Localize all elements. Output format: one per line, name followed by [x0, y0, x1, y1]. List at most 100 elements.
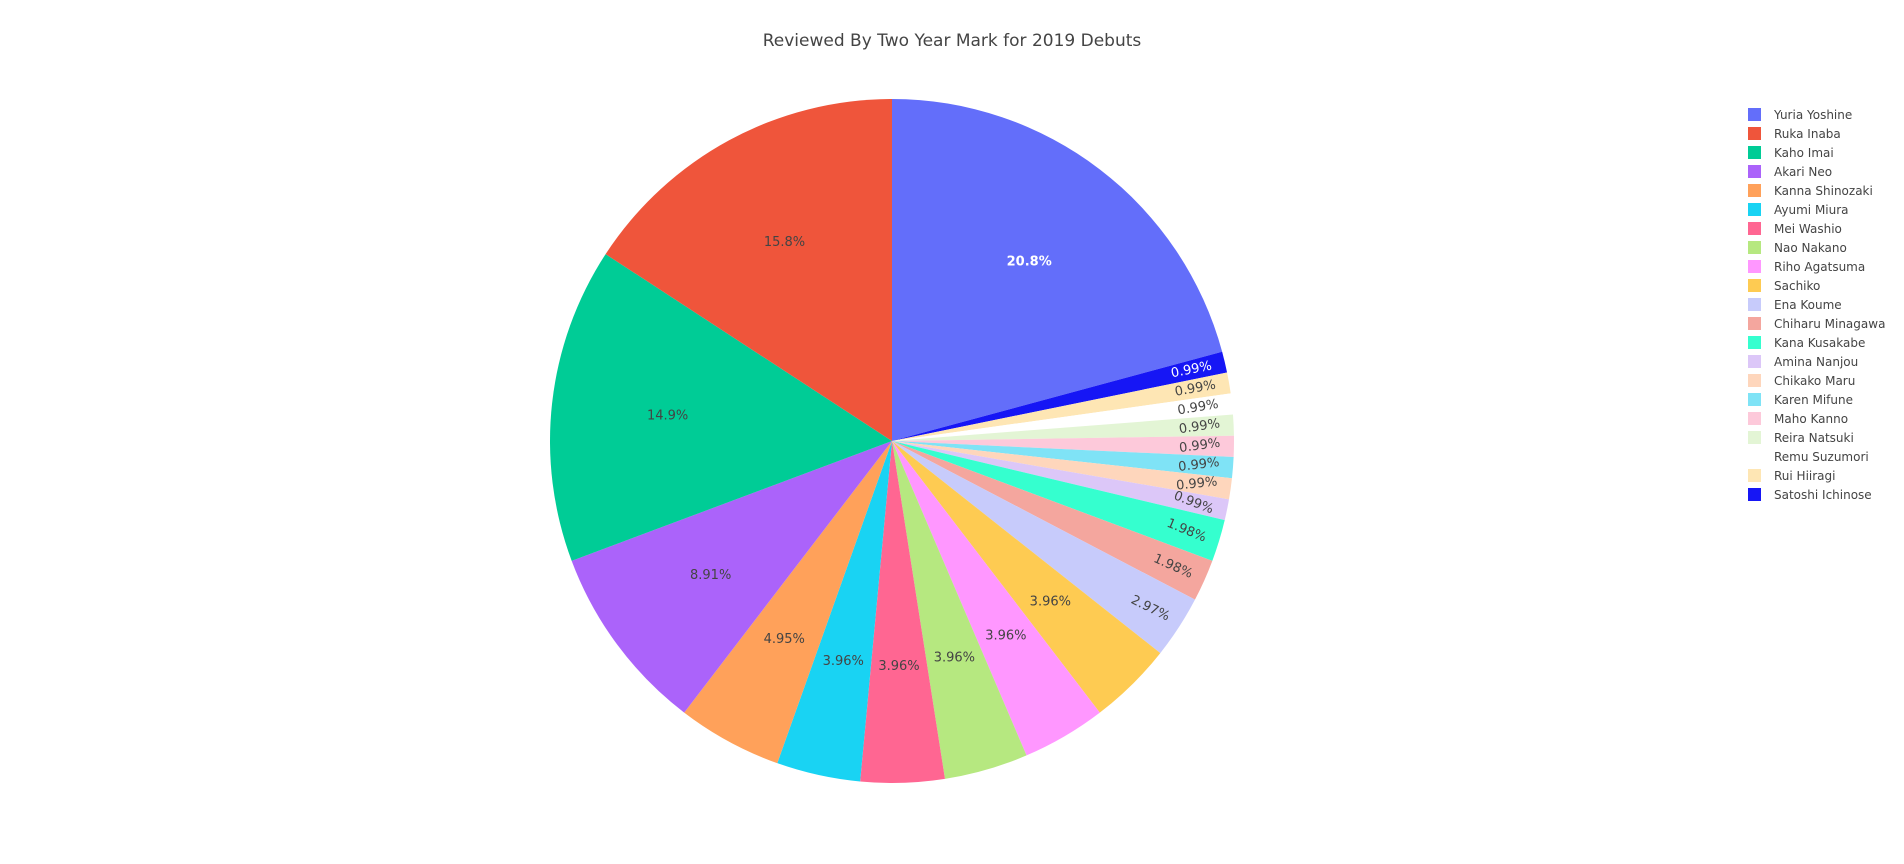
legend-swatch [1748, 260, 1761, 273]
legend-swatch [1748, 469, 1761, 482]
slice-label: 3.96% [985, 628, 1026, 643]
legend-item[interactable]: Nao Nakano [1748, 238, 1885, 257]
legend-swatch [1748, 279, 1761, 292]
legend-swatch [1748, 241, 1761, 254]
legend-swatch [1748, 374, 1761, 387]
pie-slice-chikako-maru[interactable] [892, 441, 1232, 500]
slice-label: 0.99% [1176, 397, 1219, 419]
legend: Yuria Yoshine Ruka Inaba Kaho Imai Akari Ne… [1748, 105, 1885, 504]
legend-item[interactable]: Sachiko [1748, 276, 1885, 295]
legend-label: Rui Hiiragi [1774, 468, 1836, 483]
legend-item[interactable]: Kana Kusakabe [1748, 333, 1885, 352]
legend-swatch [1748, 184, 1761, 197]
legend-label: Nao Nakano [1774, 240, 1847, 255]
legend-item[interactable]: Kanna Shinozaki [1748, 181, 1885, 200]
pie-slice-nao-nakano[interactable] [892, 441, 1027, 779]
legend-item[interactable]: Karen Mifune [1748, 390, 1885, 409]
legend-label: Reira Natsuki [1774, 430, 1854, 445]
legend-label: Kaho Imai [1774, 145, 1834, 160]
pie-slice-sachiko[interactable] [892, 441, 1161, 713]
slice-label: 8.91% [690, 568, 731, 583]
legend-label: Chiharu Minagawa [1774, 316, 1886, 331]
slice-label: 20.8% [1007, 254, 1052, 269]
legend-item[interactable]: Remu Suzumori [1748, 447, 1885, 466]
legend-item[interactable]: Mei Washio [1748, 219, 1885, 238]
slice-label: 4.95% [764, 632, 805, 647]
legend-item[interactable]: Riho Agatsuma [1748, 257, 1885, 276]
legend-swatch [1748, 336, 1761, 349]
legend-swatch [1748, 165, 1761, 178]
slice-label: 3.96% [934, 650, 975, 665]
legend-swatch [1748, 203, 1761, 216]
pie-slice-maho-kanno[interactable] [892, 435, 1234, 458]
legend-label: Kana Kusakabe [1774, 335, 1866, 350]
legend-swatch [1748, 317, 1761, 330]
pie-slice-ruka-inaba[interactable] [605, 99, 892, 441]
pie-slice-ena-koume[interactable] [892, 441, 1195, 654]
legend-item[interactable]: Maho Kanno [1748, 409, 1885, 428]
legend-item[interactable]: Ruka Inaba [1748, 124, 1885, 143]
legend-swatch [1748, 222, 1761, 235]
legend-swatch [1748, 146, 1761, 159]
pie-slice-riho-agatsuma[interactable] [892, 441, 1100, 756]
legend-item[interactable]: Yuria Yoshine [1748, 105, 1885, 124]
pie-slice-kana-kusakabe[interactable] [892, 441, 1225, 561]
pie-slice-reira-natsuki[interactable] [892, 414, 1234, 441]
pie-slice-kanna-shinozaki[interactable] [684, 441, 892, 764]
legend-swatch [1748, 108, 1761, 121]
legend-label: Mei Washio [1774, 221, 1842, 236]
slice-label: 0.99% [1174, 378, 1217, 400]
legend-swatch [1748, 412, 1761, 425]
legend-swatch [1748, 298, 1761, 311]
slice-label: 3.96% [1030, 594, 1071, 609]
legend-label: Ruka Inaba [1774, 126, 1841, 141]
chart-title: Reviewed By Two Year Mark for 2019 Debut… [762, 31, 1142, 51]
legend-item[interactable]: Kaho Imai [1748, 143, 1885, 162]
pie-slice-satoshi-ichinose[interactable] [892, 351, 1228, 441]
legend-item[interactable]: Satoshi Ichinose [1748, 485, 1885, 504]
legend-label: Maho Kanno [1774, 411, 1849, 426]
pie-slice-kaho-imai[interactable] [550, 254, 892, 561]
legend-label: Yuria Yoshine [1774, 107, 1853, 122]
slice-label: 14.9% [647, 409, 688, 424]
legend-swatch [1748, 450, 1761, 463]
legend-label: Kanna Shinozaki [1774, 183, 1873, 198]
legend-label: Satoshi Ichinose [1774, 487, 1872, 502]
slice-label: 0.99% [1175, 474, 1218, 493]
pie-slice-chiharu-minagawa[interactable] [892, 441, 1213, 600]
legend-swatch [1748, 488, 1761, 501]
legend-item[interactable]: Rui Hiiragi [1748, 466, 1885, 485]
legend-label: Sachiko [1774, 278, 1821, 293]
legend-item[interactable]: Amina Nanjou [1748, 352, 1885, 371]
legend-label: Akari Neo [1774, 164, 1833, 179]
slice-label: 15.8% [764, 235, 805, 250]
pie-slice-akari-neo[interactable] [571, 441, 892, 713]
legend-item[interactable]: Ayumi Miura [1748, 200, 1885, 219]
legend-label: Remu Suzumori [1774, 449, 1869, 464]
legend-item[interactable]: Chikako Maru [1748, 371, 1885, 390]
legend-label: Amina Nanjou [1774, 354, 1859, 369]
pie-slice-remu-suzumori[interactable] [892, 393, 1233, 441]
legend-label: Ayumi Miura [1774, 202, 1849, 217]
legend-item[interactable]: Chiharu Minagawa [1748, 314, 1885, 333]
slice-label: 0.99% [1178, 416, 1221, 437]
legend-item[interactable]: Akari Neo [1748, 162, 1885, 181]
legend-swatch [1748, 393, 1761, 406]
legend-label: Chikako Maru [1774, 373, 1856, 388]
slice-label: 3.96% [878, 659, 919, 674]
pie-slice-karen-mifune[interactable] [892, 441, 1234, 479]
pie-slice-mei-washio[interactable] [860, 441, 945, 783]
pie-slice-rui-hiiragi[interactable] [892, 372, 1231, 441]
pie-slices [550, 99, 1234, 783]
legend-swatch [1748, 127, 1761, 140]
legend-swatch [1748, 431, 1761, 444]
pie-slice-amina-nanjou[interactable] [892, 441, 1229, 521]
pie-slice-yuria-yoshine[interactable] [892, 99, 1223, 441]
legend-label: Ena Koume [1774, 297, 1842, 312]
slice-label: 0.99% [1178, 436, 1221, 456]
legend-label: Karen Mifune [1774, 392, 1853, 407]
legend-item[interactable]: Ena Koume [1748, 295, 1885, 314]
pie-slice-ayumi-miura[interactable] [777, 441, 892, 782]
legend-item[interactable]: Reira Natsuki [1748, 428, 1885, 447]
